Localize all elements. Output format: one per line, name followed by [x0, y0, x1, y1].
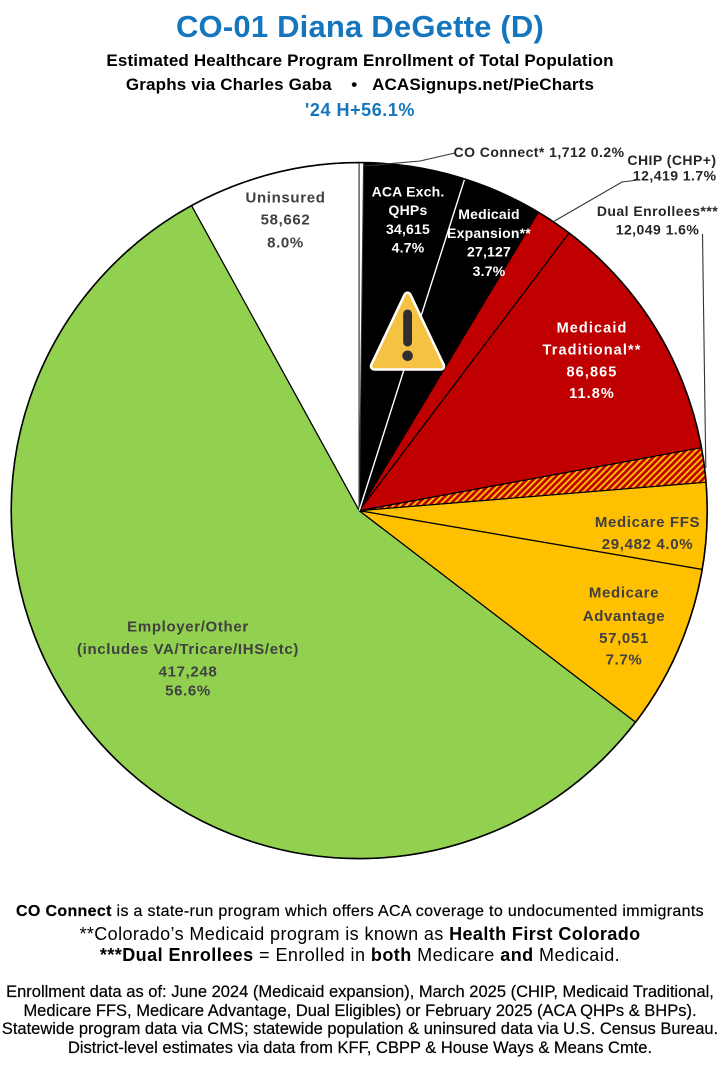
svg-text:3.7%: 3.7%: [473, 263, 506, 279]
svg-text:Medicare FFS: Medicare FFS: [595, 514, 700, 531]
svg-text:Uninsured: Uninsured: [245, 190, 325, 207]
svg-text:29,482 4.0%: 29,482 4.0%: [602, 536, 693, 553]
svg-text:Employer/Other: Employer/Other: [127, 619, 249, 636]
svg-text:(includes VA/Tricare/IHS/etc): (includes VA/Tricare/IHS/etc): [77, 641, 299, 658]
svg-text:Traditional**: Traditional**: [543, 343, 642, 359]
svg-text:8.0%: 8.0%: [267, 234, 304, 251]
svg-text:56.6%: 56.6%: [165, 683, 211, 700]
svg-text:Medicare: Medicare: [589, 585, 659, 602]
svg-text:58,662: 58,662: [261, 212, 311, 229]
svg-text:Medicaid: Medicaid: [458, 206, 520, 222]
svg-text:27,127: 27,127: [467, 244, 511, 260]
svg-text:CHIP (CHP+): CHIP (CHP+): [627, 152, 716, 168]
svg-text:Medicaid: Medicaid: [557, 321, 628, 337]
svg-text:ACA Exch.: ACA Exch.: [372, 183, 445, 199]
svg-text:4.7%: 4.7%: [392, 239, 425, 255]
svg-text:417,248: 417,248: [159, 664, 218, 681]
svg-text:Advantage: Advantage: [583, 608, 666, 625]
svg-text:Expansion**: Expansion**: [447, 225, 531, 241]
svg-text:86,865: 86,865: [567, 365, 618, 381]
svg-text:7.7%: 7.7%: [606, 652, 643, 669]
svg-text:CO Connect* 1,712 0.2%: CO Connect* 1,712 0.2%: [454, 144, 625, 160]
svg-text:34,615: 34,615: [386, 221, 430, 237]
svg-text:12,419 1.7%: 12,419 1.7%: [633, 168, 717, 184]
svg-text:12,049 1.6%: 12,049 1.6%: [616, 222, 700, 238]
svg-text:57,051: 57,051: [599, 630, 649, 647]
svg-text:11.8%: 11.8%: [569, 386, 615, 402]
svg-text:Dual Enrollees***: Dual Enrollees***: [597, 203, 718, 219]
svg-text:QHPs: QHPs: [389, 202, 428, 218]
